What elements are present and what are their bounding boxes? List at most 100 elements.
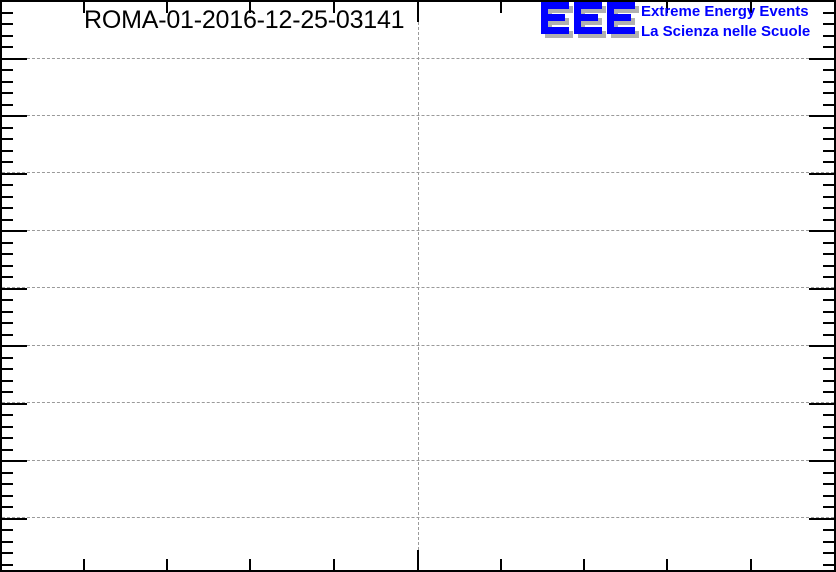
x-axis-major-tick (417, 2, 419, 22)
y-axis-major-tick (2, 173, 27, 175)
x-axis-minor-tick (83, 2, 85, 13)
y-axis-minor-tick (823, 196, 834, 198)
x-axis-minor-tick (750, 2, 752, 13)
y-axis-minor-tick (2, 219, 13, 221)
y-axis-major-tick (809, 173, 834, 175)
y-axis-major-tick (809, 518, 834, 520)
x-axis-minor-tick (83, 559, 85, 570)
x-axis-minor-tick (166, 559, 168, 570)
y-axis-minor-tick (2, 35, 13, 37)
x-axis-minor-tick (500, 559, 502, 570)
y-axis-minor-tick (823, 46, 834, 48)
y-axis-major-tick (2, 288, 27, 290)
y-axis-minor-tick (823, 207, 834, 209)
y-axis-minor-tick (2, 391, 13, 393)
letter-stroke (541, 27, 569, 34)
x-axis-minor-tick (583, 559, 585, 570)
y-axis-minor-tick (823, 529, 834, 531)
y-axis-minor-tick (823, 92, 834, 94)
letter-stroke (574, 14, 598, 21)
x-axis-minor-tick (166, 2, 168, 13)
letter-stroke (607, 14, 631, 21)
y-axis-minor-tick (2, 552, 13, 554)
y-axis-minor-tick (2, 426, 13, 428)
y-axis-minor-tick (2, 506, 13, 508)
y-axis-major-tick (2, 230, 27, 232)
x-axis-minor-tick (333, 559, 335, 570)
y-axis-minor-tick (823, 242, 834, 244)
y-axis-minor-tick (823, 150, 834, 152)
y-axis-minor-tick (823, 449, 834, 451)
y-axis-major-tick (809, 230, 834, 232)
letter-shadow (611, 6, 639, 13)
y-axis-minor-tick (823, 380, 834, 382)
y-axis-minor-tick (823, 541, 834, 543)
y-axis-minor-tick (2, 12, 13, 14)
y-axis-minor-tick (823, 81, 834, 83)
y-axis-minor-tick (2, 242, 13, 244)
letter-stroke (541, 14, 565, 21)
page-title: ROMA-01-2016-12-25-03141 (84, 6, 405, 34)
y-axis-minor-tick (2, 299, 13, 301)
y-axis-minor-tick (2, 150, 13, 152)
y-axis-minor-tick (823, 265, 834, 267)
x-axis-major-tick (417, 550, 419, 570)
y-axis-minor-tick (823, 69, 834, 71)
y-axis-major-tick (809, 115, 834, 117)
y-axis-minor-tick (823, 12, 834, 14)
letter-shadow (611, 31, 639, 38)
y-axis-minor-tick (2, 69, 13, 71)
y-axis-minor-tick (823, 437, 834, 439)
x-axis-minor-tick (666, 559, 668, 570)
y-axis-minor-tick (823, 23, 834, 25)
y-axis-minor-tick (823, 138, 834, 140)
y-axis-minor-tick (2, 127, 13, 129)
y-axis-minor-tick (2, 322, 13, 324)
eee-logo-line2: La Scienza nelle Scuole (641, 23, 811, 40)
y-axis-minor-tick (2, 334, 13, 336)
y-axis-major-tick (2, 345, 27, 347)
eee-letter-1 (541, 2, 573, 38)
y-axis-minor-tick (823, 104, 834, 106)
y-axis-minor-tick (2, 265, 13, 267)
y-axis-major-tick (809, 403, 834, 405)
y-axis-minor-tick (2, 46, 13, 48)
y-axis-minor-tick (2, 81, 13, 83)
x-axis-minor-tick (750, 559, 752, 570)
y-axis-minor-tick (2, 564, 13, 566)
letter-stroke (607, 2, 635, 9)
y-axis-minor-tick (823, 219, 834, 221)
y-axis-minor-tick (2, 449, 13, 451)
y-axis-major-tick (2, 460, 27, 462)
y-axis-minor-tick (2, 253, 13, 255)
letter-shadow (545, 31, 573, 38)
y-axis-minor-tick (823, 184, 834, 186)
y-axis-minor-tick (823, 299, 834, 301)
y-axis-minor-tick (823, 127, 834, 129)
eee-letter-3 (607, 2, 639, 38)
x-axis-minor-tick (249, 559, 251, 570)
y-axis-minor-tick (823, 161, 834, 163)
gridline-vertical (418, 2, 419, 570)
y-axis-minor-tick (2, 495, 13, 497)
x-axis-minor-tick (249, 2, 251, 13)
y-axis-minor-tick (823, 552, 834, 554)
y-axis-minor-tick (2, 196, 13, 198)
letter-shadow (545, 18, 569, 25)
letter-stroke (574, 27, 602, 34)
letter-shadow (578, 18, 602, 25)
y-axis-minor-tick (823, 483, 834, 485)
letter-shadow (545, 6, 573, 13)
y-axis-minor-tick (823, 414, 834, 416)
y-axis-minor-tick (2, 184, 13, 186)
eee-logo-mark (541, 2, 639, 40)
eee-logo: Extreme Energy Events La Scienza nelle S… (541, 2, 833, 44)
letter-shadow (611, 18, 635, 25)
y-axis-minor-tick (823, 495, 834, 497)
y-axis-minor-tick (823, 276, 834, 278)
x-axis-minor-tick (666, 2, 668, 13)
y-axis-major-tick (2, 115, 27, 117)
x-axis-minor-tick (500, 2, 502, 13)
y-axis-minor-tick (2, 472, 13, 474)
